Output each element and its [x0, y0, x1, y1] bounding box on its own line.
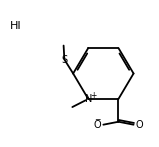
Text: N: N: [85, 94, 92, 104]
Text: O: O: [135, 120, 143, 130]
Text: +: +: [90, 91, 96, 100]
Text: S: S: [61, 55, 67, 65]
Text: −: −: [94, 116, 101, 125]
Text: HI: HI: [10, 21, 21, 31]
Text: O: O: [94, 120, 101, 130]
